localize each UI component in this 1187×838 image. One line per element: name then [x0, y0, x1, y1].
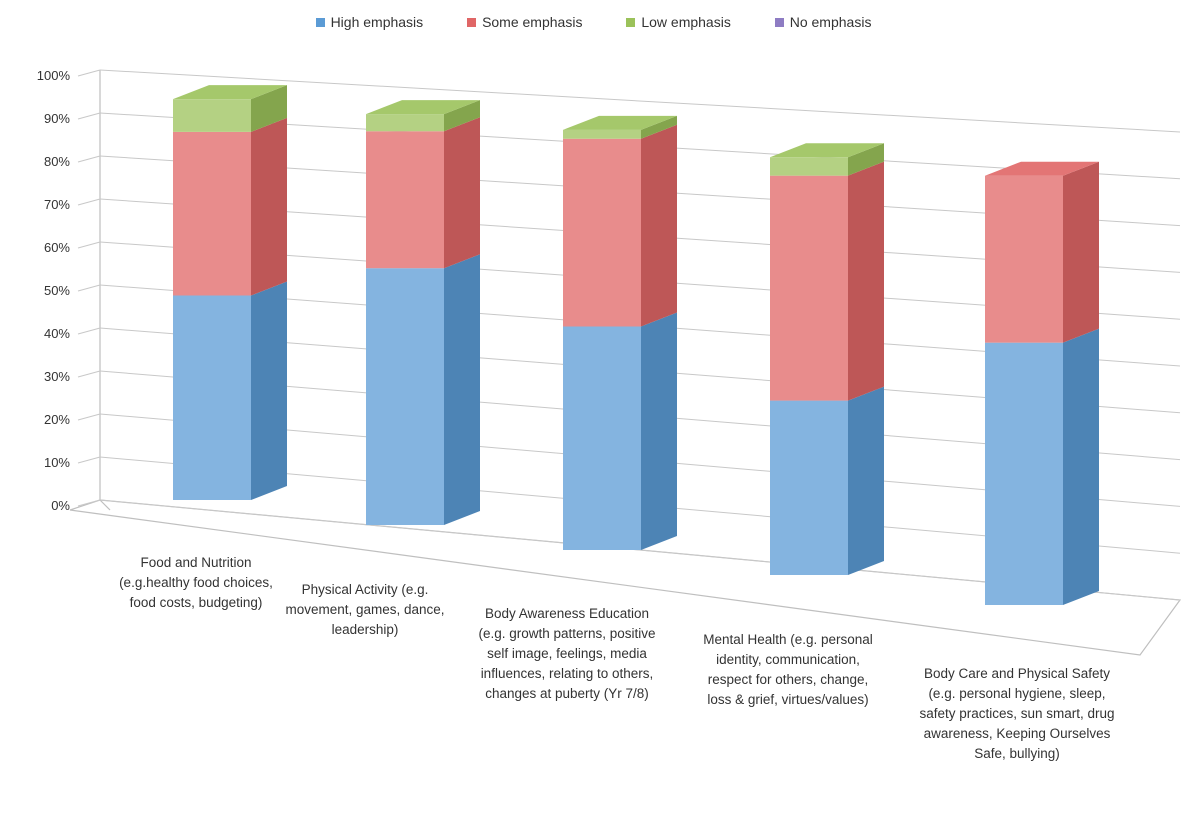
- y-tick-label: 90%: [44, 111, 70, 126]
- legend-swatch-high: [315, 18, 325, 27]
- bar-low-emphasis-front: [173, 99, 251, 132]
- bar-top: [770, 143, 884, 158]
- bar-some-emphasis-front: [985, 175, 1063, 343]
- legend-item-low: Low emphasis: [626, 14, 731, 30]
- y-tick-label: 60%: [44, 240, 70, 255]
- legend-label-high: High emphasis: [330, 14, 424, 30]
- bar-high-emphasis-front: [770, 400, 848, 575]
- y-tick-label: 20%: [44, 412, 70, 427]
- bar-top: [563, 115, 677, 130]
- gridline-side: [77, 112, 101, 120]
- gridline-side: [77, 370, 101, 378]
- y-tick-label: 40%: [44, 326, 70, 341]
- y-tick-label: 80%: [44, 154, 70, 169]
- legend: High emphasis Some emphasis Low emphasis…: [0, 14, 1187, 30]
- legend-label-some: Some emphasis: [482, 14, 583, 30]
- bar-some-emphasis-front: [563, 138, 641, 327]
- bar-high-emphasis-front: [563, 326, 641, 550]
- category-label-body-awareness: Body Awareness Education (e.g. growth pa…: [478, 606, 656, 701]
- legend-label-none: No emphasis: [789, 14, 872, 30]
- bar-high-emphasis-front: [366, 268, 444, 525]
- gridline-side: [77, 241, 101, 249]
- legend-swatch-some: [467, 18, 477, 27]
- legend-item-high: High emphasis: [315, 14, 424, 30]
- y-tick-label: 100%: [37, 68, 71, 83]
- bar-low-emphasis-front: [366, 114, 444, 132]
- bar-low-emphasis-side: [444, 100, 480, 132]
- bar-high-emphasis-side: [641, 312, 677, 550]
- y-tick-label: 30%: [44, 369, 70, 384]
- legend-label-low: Low emphasis: [641, 14, 731, 30]
- y-tick-label: 50%: [44, 283, 70, 298]
- bar-top: [173, 85, 287, 100]
- legend-item-some: Some emphasis: [467, 14, 582, 30]
- bar-some-emphasis-front: [173, 131, 251, 296]
- y-tick-label: 70%: [44, 197, 70, 212]
- gridline-side: [77, 284, 101, 292]
- gridline: [99, 69, 1181, 133]
- category-label-physical-activity: Physical Activity (e.g. movement, games,…: [285, 582, 445, 637]
- bar-some-emphasis-side: [251, 117, 287, 296]
- legend-swatch-none: [774, 18, 784, 27]
- bar-high-emphasis-front: [173, 295, 251, 500]
- gridline-side: [77, 69, 101, 77]
- bar-low-emphasis-side: [251, 85, 287, 132]
- bar-high-emphasis-front: [985, 342, 1063, 605]
- bar-low-emphasis-side: [848, 143, 884, 176]
- bar-high-emphasis-side: [444, 254, 480, 525]
- bar-some-emphasis-side: [641, 124, 677, 327]
- gridline-side: [77, 499, 101, 507]
- legend-swatch-low: [626, 18, 636, 27]
- y-tick-label: 0%: [51, 498, 70, 513]
- y-tick-label: 10%: [44, 455, 70, 470]
- gridline-side: [77, 327, 101, 335]
- bar-some-emphasis-side: [444, 117, 480, 269]
- gridline-side: [77, 456, 101, 464]
- side-wall-bottom-edge: [99, 499, 111, 511]
- bar-some-emphasis-front: [770, 175, 848, 401]
- bar-high-emphasis-side: [1063, 328, 1099, 605]
- bar-some-emphasis-side: [1063, 161, 1099, 343]
- wall-edge: [70, 70, 100, 110]
- bar-some-emphasis-side: [848, 161, 884, 401]
- gridline-side: [77, 155, 101, 163]
- bar-low-emphasis-side: [641, 115, 677, 139]
- category-label-body-care: Body Care and Physical Safety (e.g. pers…: [919, 666, 1115, 761]
- legend-item-none: No emphasis: [774, 14, 872, 30]
- bar-high-emphasis-side: [251, 281, 287, 500]
- bar-low-emphasis-front: [563, 129, 641, 139]
- bar-high-emphasis-side: [848, 386, 884, 575]
- bar-low-emphasis-front: [770, 157, 848, 176]
- category-label-food-nutrition: Food and Nutrition (e.g.healthy food cho…: [119, 555, 273, 610]
- bar-some-emphasis-front: [366, 131, 444, 269]
- bar-top: [985, 161, 1099, 176]
- bar-top: [366, 100, 480, 115]
- category-label-mental-health: Mental Health (e.g. personal identity, c…: [703, 632, 873, 707]
- gridline-side: [77, 413, 101, 421]
- gridline-side: [77, 198, 101, 206]
